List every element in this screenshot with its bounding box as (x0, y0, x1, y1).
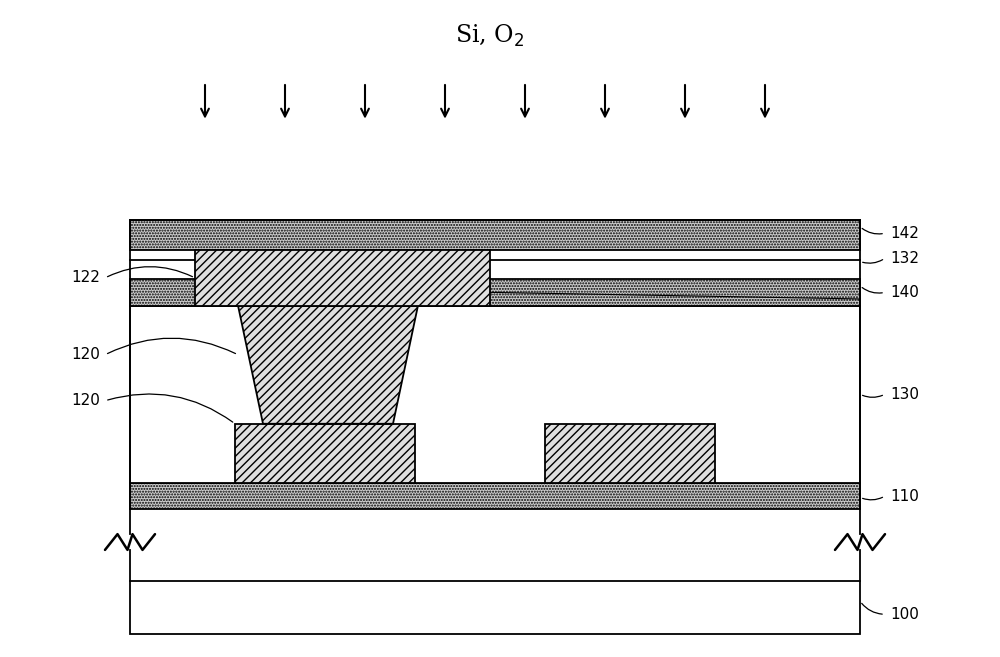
Text: Si, O$_2$: Si, O$_2$ (455, 23, 525, 49)
Bar (130, 483, 860, 509)
Bar (130, 279, 860, 306)
Text: 130: 130 (890, 387, 919, 401)
Bar (130, 581, 860, 634)
Text: 140: 140 (890, 285, 919, 300)
Bar (130, 220, 860, 250)
Polygon shape (238, 306, 418, 424)
Text: 120: 120 (71, 348, 100, 362)
Text: 132: 132 (890, 251, 919, 265)
Bar (545, 424, 715, 483)
Text: 142: 142 (890, 226, 919, 240)
Bar (195, 250, 490, 306)
Bar (130, 306, 860, 483)
Text: 120: 120 (71, 394, 100, 408)
Text: 110: 110 (890, 489, 919, 503)
Text: 100: 100 (890, 607, 919, 622)
Text: 122: 122 (71, 271, 100, 285)
Bar (235, 424, 415, 483)
